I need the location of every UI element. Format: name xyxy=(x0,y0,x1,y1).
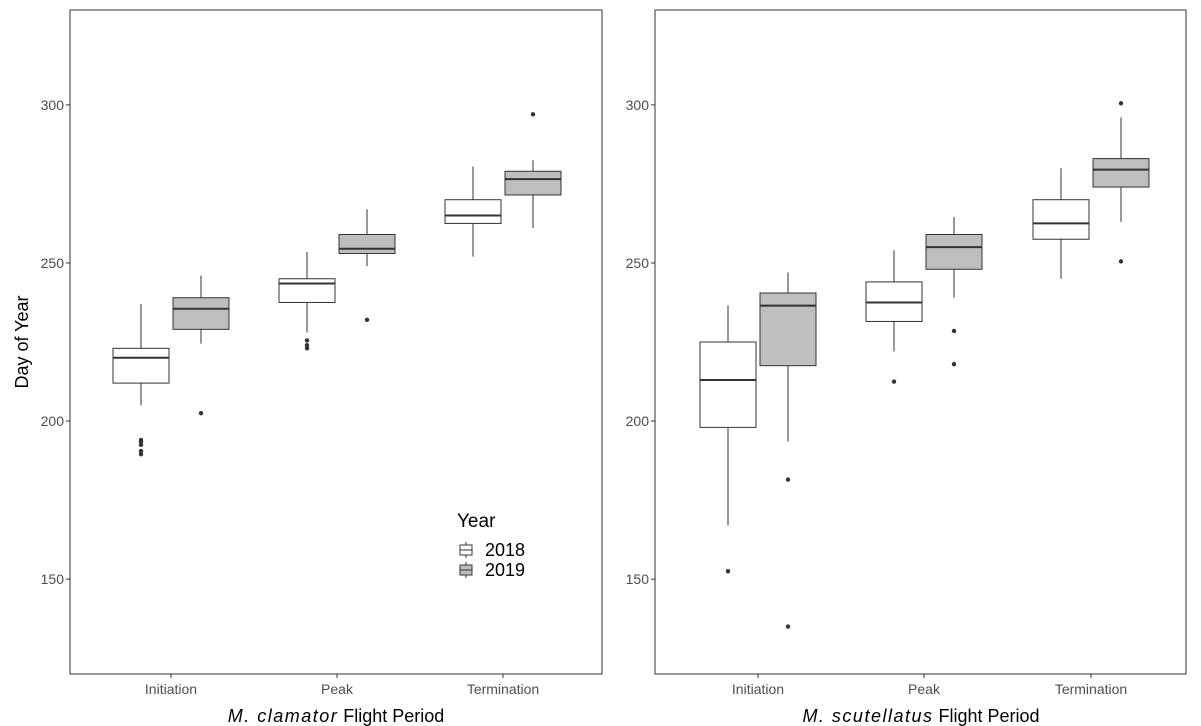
y-tick-label: 150 xyxy=(41,571,65,587)
legend-key-2019 xyxy=(459,562,473,578)
x-tick-label: Initiation xyxy=(732,681,784,697)
outlier-point xyxy=(138,442,144,447)
panels: 150 200 250 300 Initiation Peak Termination M. … xyxy=(41,9,1187,726)
outlier-point xyxy=(138,448,144,454)
panel-border xyxy=(69,9,603,675)
legend-label-2019: 2019 xyxy=(485,560,525,580)
legend: Year 2018 2019 xyxy=(457,511,525,580)
box-2019-initiation xyxy=(759,272,817,629)
x-tick-label: Termination xyxy=(467,681,539,697)
y-tick-label: 250 xyxy=(626,255,650,271)
box-body xyxy=(112,347,170,384)
box-body xyxy=(1032,199,1090,240)
y-tick-label: 300 xyxy=(626,97,650,113)
box-2019-initiation xyxy=(172,275,230,416)
panel-1: 150 200 250 300 Initiation Peak Termination M. … xyxy=(41,9,603,726)
legend-title: Year xyxy=(457,511,496,532)
box-2019-peak xyxy=(338,209,396,323)
y-tick-label: 250 xyxy=(41,255,65,271)
box-2019-termination xyxy=(1092,101,1150,264)
box-2019-peak xyxy=(925,217,983,367)
outlier-point xyxy=(785,624,791,629)
x-axis-title: M. scutellatus Flight Period xyxy=(802,706,1039,726)
box-2018-peak xyxy=(865,250,923,384)
panel-2: 150 200 250 300 Initiation Peak Termination M. … xyxy=(626,9,1187,726)
x-axis-title-rest: Flight Period xyxy=(933,706,1039,726)
box-body xyxy=(759,292,817,367)
outlier-point xyxy=(304,346,310,351)
box-body xyxy=(444,199,502,224)
outlier-point xyxy=(951,328,957,334)
y-tick-label: 150 xyxy=(626,571,650,587)
x-axis-title: M. clamator Flight Period xyxy=(228,706,445,726)
y-tick-label: 200 xyxy=(41,413,65,429)
box-2018-initiation xyxy=(112,304,170,457)
box-2018-peak xyxy=(278,251,336,351)
outlier-point xyxy=(785,477,791,482)
legend-keys xyxy=(459,542,473,578)
outlier-point xyxy=(304,338,310,343)
x-axis-title-rest: Flight Period xyxy=(338,706,444,726)
outlier-point xyxy=(138,452,144,457)
x-tick-label: Peak xyxy=(321,681,354,697)
outlier-point xyxy=(304,342,310,348)
box-body xyxy=(504,170,562,196)
box-2018-termination xyxy=(1032,168,1090,279)
outlier-point xyxy=(1118,101,1124,106)
x-tick-label: Peak xyxy=(908,681,941,697)
x-axis-title-species: M. clamator xyxy=(228,706,339,726)
y-tick-label: 300 xyxy=(41,97,65,113)
y-tick-label: 200 xyxy=(626,413,650,429)
outlier-point xyxy=(951,361,957,367)
box-body xyxy=(338,233,396,254)
outlier-point xyxy=(364,317,370,323)
box-2019-termination xyxy=(504,112,562,229)
x-tick-label: Termination xyxy=(1055,681,1127,697)
box-body xyxy=(925,233,983,270)
outlier-point xyxy=(198,410,204,416)
outlier-point xyxy=(891,379,897,384)
y-axis-title: Day of Year xyxy=(12,295,32,388)
outlier-point xyxy=(530,112,536,117)
box-body xyxy=(278,278,336,303)
x-tick-label: Initiation xyxy=(145,681,197,697)
box-2018-initiation xyxy=(699,305,757,574)
outlier-point xyxy=(725,569,731,574)
outlier-point xyxy=(138,439,144,444)
box-2018-termination xyxy=(444,166,502,257)
legend-label-2018: 2018 xyxy=(485,540,525,560)
outlier-point xyxy=(1118,259,1124,264)
legend-key-2018 xyxy=(459,542,473,558)
box-body xyxy=(172,297,230,330)
box-body xyxy=(699,341,757,428)
x-axis-title-species: M. scutellatus xyxy=(802,706,933,726)
box-body xyxy=(1092,158,1150,188)
